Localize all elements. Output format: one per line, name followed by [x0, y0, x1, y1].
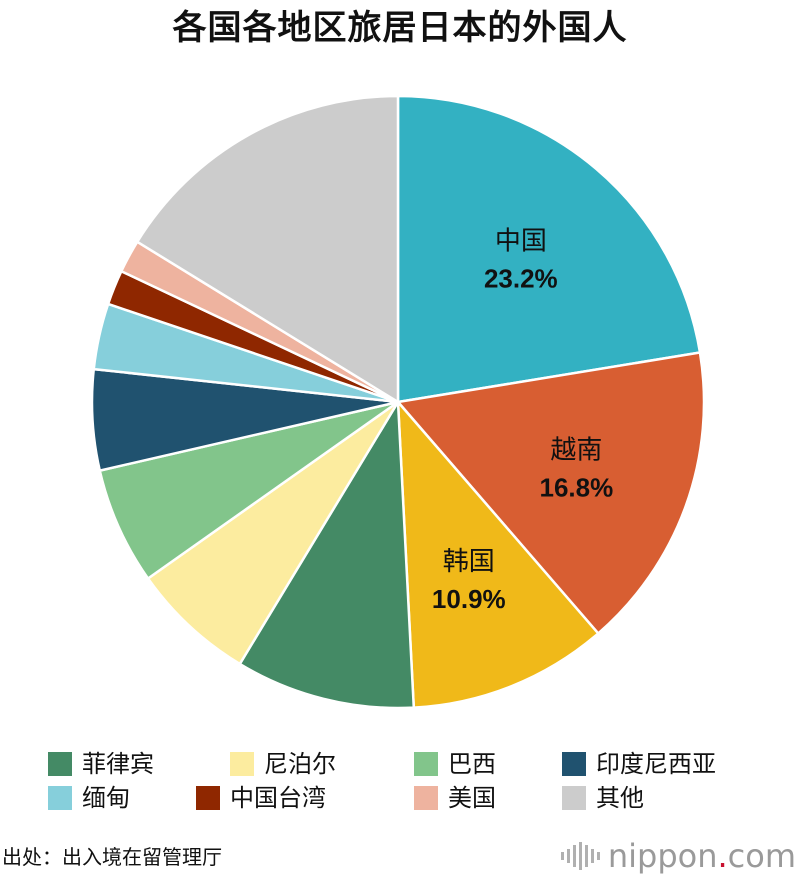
legend-swatch-brazil: [414, 752, 438, 776]
legend-swatch-philippines: [48, 752, 72, 776]
slice-label-name-0: 中国: [495, 226, 547, 256]
slice-3: [238, 400, 416, 710]
legend-label-brazil: 巴西: [448, 750, 496, 778]
slice-4: [146, 400, 400, 666]
chart-legend: 菲律宾 尼泊尔 巴西 印度尼西亚 缅甸 中国台湾 美国 其他: [0, 740, 800, 820]
legend-item-nepal: 尼泊尔: [230, 748, 336, 780]
legend-item-brazil: 巴西: [414, 748, 496, 780]
legend-swatch-indonesia: [562, 752, 586, 776]
brand-dot: .: [717, 837, 728, 875]
legend-item-taiwan: 中国台湾: [196, 782, 326, 814]
legend-swatch-other: [562, 786, 586, 810]
pie-chart: 中国 23.2% 越南 16.8% 韩国 10.9%: [90, 94, 706, 710]
legend-swatch-usa: [414, 786, 438, 810]
slice-label-value-1: 16.8%: [540, 473, 614, 503]
brand-name: nippon: [607, 837, 718, 875]
slice-1: [396, 351, 706, 635]
source-note: 出处：出入境在留管理厅: [2, 845, 222, 869]
brand-logo: nippon.com: [560, 834, 796, 878]
legend-swatch-taiwan: [196, 786, 220, 810]
brand-tld: com: [727, 837, 796, 875]
nippon-bars-icon: [560, 842, 600, 870]
legend-swatch-myanmar: [48, 786, 72, 810]
chart-title: 各国各地区旅居日本的外国人: [172, 8, 628, 48]
slice-5: [98, 400, 400, 580]
legend-label-philippines: 菲律宾: [82, 750, 154, 778]
legend-label-taiwan: 中国台湾: [230, 784, 326, 812]
slice-label-name-2: 韩国: [443, 547, 495, 577]
legend-item-myanmar: 缅甸: [48, 782, 130, 814]
brand-wordmark: nippon.com: [608, 836, 796, 876]
slice-label-name-1: 越南: [550, 436, 602, 466]
legend-label-usa: 美国: [448, 784, 496, 812]
slice-label-value-0: 23.2%: [484, 263, 558, 293]
legend-label-other: 其他: [596, 784, 644, 812]
slice-10: [136, 94, 400, 404]
slice-0: [396, 94, 702, 404]
legend-item-philippines: 菲律宾: [48, 748, 154, 780]
legend-item-usa: 美国: [414, 782, 496, 814]
legend-item-indonesia: 印度尼西亚: [562, 748, 716, 780]
legend-item-other: 其他: [562, 782, 644, 814]
legend-label-indonesia: 印度尼西亚: [596, 750, 716, 778]
slice-2: [396, 400, 600, 709]
slice-label-value-2: 10.9%: [432, 584, 506, 614]
legend-label-nepal: 尼泊尔: [264, 750, 336, 778]
legend-swatch-nepal: [230, 752, 254, 776]
legend-label-myanmar: 缅甸: [82, 784, 130, 812]
